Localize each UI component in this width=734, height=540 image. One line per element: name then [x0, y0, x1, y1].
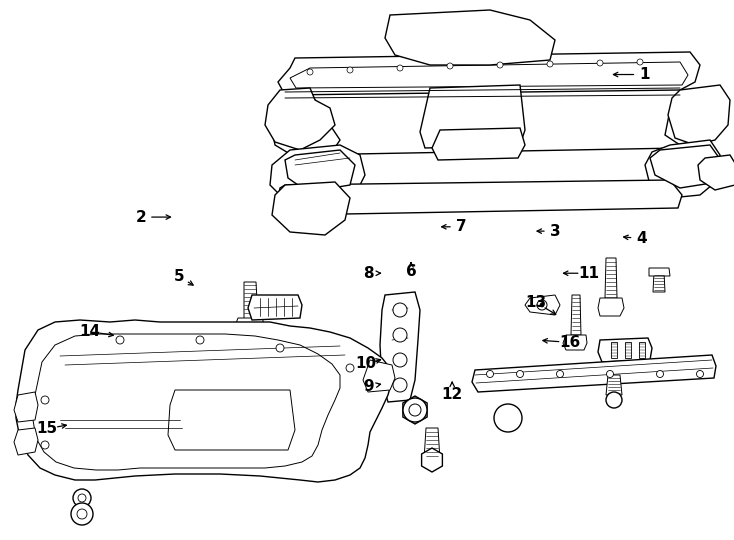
Circle shape: [196, 336, 204, 344]
Polygon shape: [645, 140, 720, 198]
Polygon shape: [571, 295, 581, 335]
Circle shape: [606, 370, 614, 377]
Circle shape: [397, 65, 403, 71]
Polygon shape: [270, 90, 340, 160]
Circle shape: [307, 69, 313, 75]
Polygon shape: [698, 155, 734, 190]
Polygon shape: [501, 410, 515, 426]
Polygon shape: [650, 145, 722, 188]
Polygon shape: [168, 390, 295, 450]
Polygon shape: [33, 334, 340, 470]
Text: 16: 16: [559, 335, 580, 350]
Polygon shape: [290, 62, 688, 88]
Polygon shape: [282, 148, 690, 190]
Circle shape: [409, 404, 421, 416]
Circle shape: [393, 303, 407, 317]
Text: 15: 15: [37, 421, 57, 436]
Circle shape: [403, 398, 427, 422]
Circle shape: [517, 370, 523, 377]
Circle shape: [697, 370, 703, 377]
Polygon shape: [16, 320, 392, 482]
Polygon shape: [649, 268, 670, 276]
Polygon shape: [270, 145, 365, 205]
Circle shape: [41, 396, 49, 404]
Polygon shape: [424, 428, 440, 460]
Polygon shape: [598, 338, 652, 362]
Polygon shape: [403, 396, 427, 424]
Circle shape: [556, 370, 564, 377]
Circle shape: [77, 509, 87, 519]
Polygon shape: [272, 182, 350, 235]
Circle shape: [537, 300, 547, 310]
Polygon shape: [525, 295, 560, 315]
Text: 14: 14: [79, 324, 100, 339]
Polygon shape: [14, 392, 38, 422]
Text: 10: 10: [355, 356, 376, 372]
Circle shape: [41, 441, 49, 449]
Polygon shape: [668, 85, 730, 145]
Circle shape: [393, 328, 407, 342]
Text: 11: 11: [578, 266, 599, 281]
Polygon shape: [665, 88, 720, 145]
Polygon shape: [235, 318, 265, 334]
Circle shape: [393, 353, 407, 367]
Text: 7: 7: [456, 219, 466, 234]
Circle shape: [393, 378, 407, 392]
Polygon shape: [563, 335, 587, 350]
Polygon shape: [625, 342, 631, 358]
Text: 3: 3: [550, 224, 560, 239]
Circle shape: [347, 67, 353, 73]
Circle shape: [487, 370, 493, 377]
Circle shape: [73, 489, 91, 507]
Polygon shape: [278, 180, 682, 215]
Polygon shape: [420, 85, 525, 148]
Text: 13: 13: [526, 295, 546, 310]
Text: 8: 8: [363, 266, 374, 281]
Text: 4: 4: [636, 231, 647, 246]
Polygon shape: [605, 258, 617, 298]
Polygon shape: [421, 448, 443, 472]
Polygon shape: [265, 88, 335, 150]
Circle shape: [540, 303, 544, 307]
Text: 2: 2: [136, 210, 146, 225]
Polygon shape: [653, 272, 665, 292]
Polygon shape: [598, 298, 624, 316]
Circle shape: [71, 503, 93, 525]
Circle shape: [547, 61, 553, 67]
Polygon shape: [14, 428, 38, 455]
Polygon shape: [611, 342, 617, 358]
Polygon shape: [385, 10, 555, 65]
Polygon shape: [244, 282, 258, 320]
Polygon shape: [278, 52, 700, 95]
Circle shape: [637, 59, 643, 65]
Text: 12: 12: [442, 387, 462, 402]
Circle shape: [597, 60, 603, 66]
Polygon shape: [363, 360, 395, 392]
Text: 5: 5: [174, 269, 184, 284]
Text: 1: 1: [639, 67, 650, 82]
Circle shape: [78, 494, 86, 502]
Polygon shape: [248, 295, 302, 320]
Polygon shape: [285, 150, 355, 192]
Circle shape: [494, 404, 522, 432]
Circle shape: [276, 344, 284, 352]
Circle shape: [497, 62, 503, 68]
Text: 6: 6: [406, 264, 416, 279]
Polygon shape: [432, 128, 525, 160]
Circle shape: [346, 364, 354, 372]
Circle shape: [606, 392, 622, 408]
Circle shape: [656, 370, 664, 377]
Circle shape: [116, 336, 124, 344]
Polygon shape: [380, 292, 420, 402]
Polygon shape: [639, 342, 645, 358]
Polygon shape: [606, 375, 622, 395]
Circle shape: [447, 63, 453, 69]
Text: 9: 9: [363, 379, 374, 394]
Polygon shape: [472, 355, 716, 392]
